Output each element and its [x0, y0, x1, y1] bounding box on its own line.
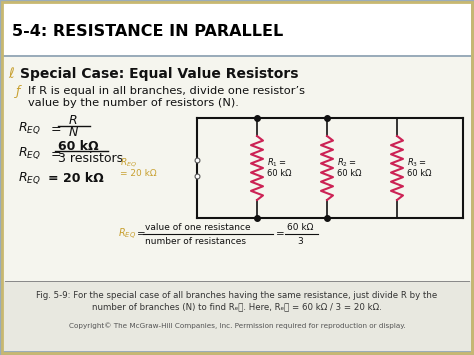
- FancyBboxPatch shape: [3, 281, 471, 351]
- Text: 3: 3: [297, 237, 303, 246]
- Text: ƒ: ƒ: [16, 84, 20, 98]
- Text: $R_1 =$: $R_1 =$: [267, 157, 287, 169]
- Text: Copyright© The McGraw-Hill Companies, Inc. Permission required for reproduction : Copyright© The McGraw-Hill Companies, In…: [69, 323, 405, 329]
- Text: ℓ: ℓ: [8, 67, 14, 81]
- Text: =: =: [276, 229, 285, 239]
- Text: =: =: [137, 229, 146, 239]
- Text: $R_3 =$: $R_3 =$: [407, 157, 427, 169]
- Text: $R_{EQ}$: $R_{EQ}$: [118, 226, 136, 241]
- Text: Special Case: Equal Value Resistors: Special Case: Equal Value Resistors: [20, 67, 299, 81]
- Text: $R_{EQ}$: $R_{EQ}$: [120, 157, 137, 169]
- Text: 60 kΩ: 60 kΩ: [267, 169, 292, 178]
- Text: Fig. 5-9: For the special case of all branches having the same resistance, just : Fig. 5-9: For the special case of all br…: [36, 290, 438, 300]
- Text: number of resistances: number of resistances: [145, 237, 246, 246]
- Text: 60 kΩ: 60 kΩ: [287, 224, 313, 233]
- FancyBboxPatch shape: [3, 57, 471, 296]
- Text: number of branches (N) to find Rₑᴤ. Here, Rₑᴤ = 60 kΩ / 3 = 20 kΩ.: number of branches (N) to find Rₑᴤ. Here…: [92, 302, 382, 311]
- Text: 60 kΩ: 60 kΩ: [337, 169, 362, 178]
- Text: value of one resistance: value of one resistance: [145, 224, 251, 233]
- Text: 60 kΩ: 60 kΩ: [407, 169, 431, 178]
- Text: 60 kΩ: 60 kΩ: [58, 140, 99, 153]
- Text: $R_{EQ}$: $R_{EQ}$: [18, 120, 41, 136]
- Text: $=$: $=$: [48, 121, 62, 135]
- Text: = 20 kΩ: = 20 kΩ: [120, 169, 156, 178]
- Text: value by the number of resistors (N).: value by the number of resistors (N).: [28, 98, 239, 108]
- Text: If R is equal in all branches, divide one resistor’s: If R is equal in all branches, divide on…: [28, 86, 305, 96]
- Text: $R_{EQ}$: $R_{EQ}$: [18, 145, 41, 161]
- FancyBboxPatch shape: [3, 3, 471, 55]
- Text: 3 resistors: 3 resistors: [58, 153, 123, 165]
- Text: 5-4: RESISTANCE IN PARALLEL: 5-4: RESISTANCE IN PARALLEL: [12, 24, 283, 39]
- Text: $=$: $=$: [48, 147, 62, 159]
- Text: $R_{EQ}$: $R_{EQ}$: [18, 170, 41, 186]
- Text: $R_2 =$: $R_2 =$: [337, 157, 356, 169]
- Text: = 20 kΩ: = 20 kΩ: [48, 171, 104, 185]
- Text: $N$: $N$: [68, 126, 79, 140]
- Text: $R$: $R$: [68, 115, 78, 127]
